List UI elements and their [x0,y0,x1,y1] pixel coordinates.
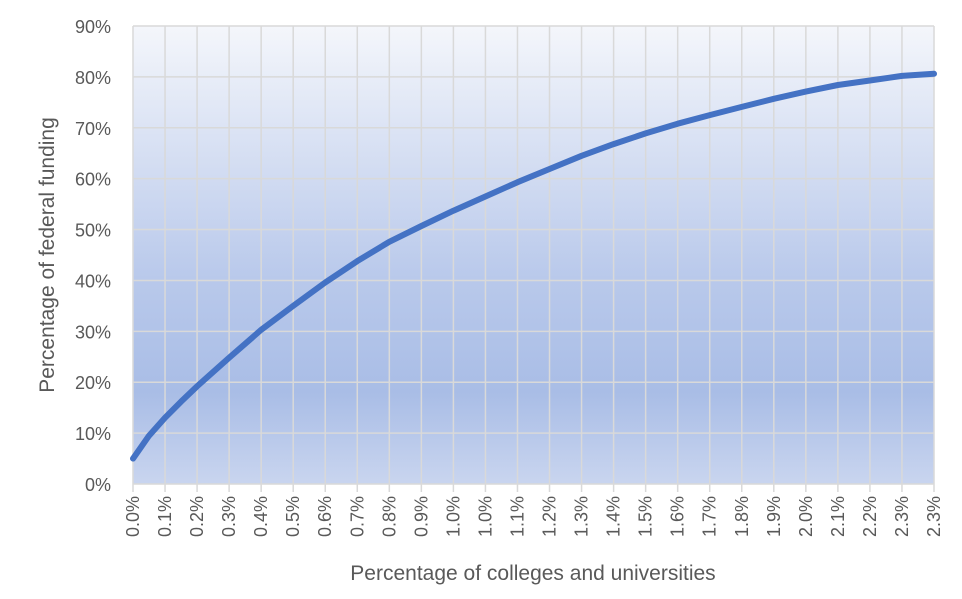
x-tick-label: 2.3% [924,496,944,537]
y-tick-label: 60% [75,170,111,190]
x-tick-label: 2.3% [892,496,912,537]
x-tick-label: 1.0% [475,496,495,537]
y-tick-label: 90% [75,17,111,37]
x-axis-ticks: 0.0% 0.1% 0.2% 0.3% 0.4% 0.5% 0.6% 0.7% 0.8% 0.9%… [123,496,944,537]
x-tick-label: 1.1% [507,496,527,537]
x-tick-label: 1.7% [700,496,720,537]
x-tick-label: 0.1% [155,496,175,537]
x-tick-label: 1.3% [572,496,592,537]
x-tick-label: 1.9% [764,496,784,537]
x-tick-label: 1.5% [636,496,656,537]
x-tick-label: 0.8% [379,496,399,537]
x-tick-label: 0.4% [251,496,271,537]
x-tick-label: 0.2% [187,496,207,537]
x-tick-label: 0.0% [123,496,143,537]
series-line [130,70,937,462]
y-axis-ticks: 0% 10% 20% 30% 40% 50% 60% 70% 80% 90% [75,17,111,495]
x-tick-label: 0.6% [315,496,335,537]
y-tick-label: 80% [75,68,111,88]
x-tick-label: 0.3% [219,496,239,537]
y-axis-title: Percentage of federal funding [36,117,59,393]
x-tick-label: 1.4% [604,496,624,537]
y-tick-label: 50% [75,221,111,241]
x-tick-label: 1.8% [732,496,752,537]
vertical-gridlines [132,26,935,492]
x-tick-label: 0.9% [411,496,431,537]
y-tick-label: 10% [75,424,111,444]
x-tick-label: 2.2% [860,496,880,537]
x-tick-label: 2.0% [796,496,816,537]
x-tick-label: 0.7% [347,496,367,537]
x-tick-label: 1.2% [540,496,560,537]
plot-area [133,26,934,484]
x-tick-label: 0.5% [283,496,303,537]
x-tick-label: 2.1% [828,496,848,537]
y-tick-label: 40% [75,271,111,291]
y-tick-label: 20% [75,373,111,393]
x-axis-title: Percentage of colleges and universities [350,562,715,585]
x-tick-label: 1.0% [443,496,463,537]
y-tick-label: 70% [75,119,111,139]
y-tick-label: 0% [85,475,111,495]
y-tick-label: 30% [75,322,111,342]
x-tick-label: 1.6% [668,496,688,537]
